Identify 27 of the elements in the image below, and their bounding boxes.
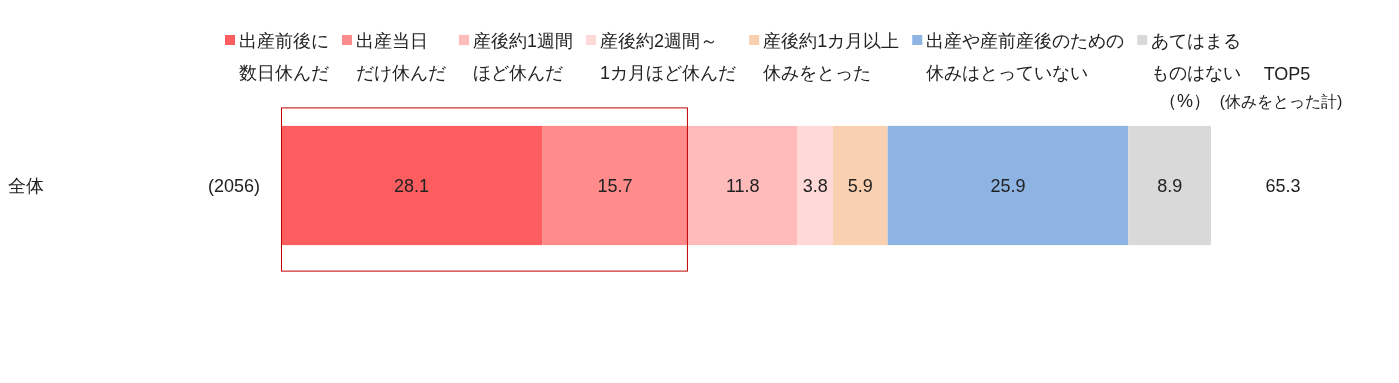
bar <box>797 125 833 246</box>
bar <box>832 125 888 246</box>
legend-label: 産後約1カ月以上休みをとった <box>763 31 900 83</box>
bar <box>887 125 1129 246</box>
text: (休みをとった計) <box>1219 93 1343 110</box>
legend-label: 出産や産前産後のための休みはとっていない <box>926 31 1125 83</box>
legend-label: 出産前後に数日休んだ <box>239 31 329 83</box>
bar <box>1128 125 1211 246</box>
data-label: 8.9 <box>1157 175 1183 196</box>
data-label: 5.9 <box>847 175 873 196</box>
legend-label: あてはまるものはない <box>1151 31 1242 83</box>
text: 65.3 <box>1265 175 1301 196</box>
legend-label: 産後約1週間ほど休んだ <box>473 31 574 83</box>
data-label: 11.8 <box>725 175 760 196</box>
text: TOP5 <box>1263 64 1311 84</box>
bar <box>542 125 688 246</box>
data-label: 15.7 <box>597 175 633 196</box>
bar <box>687 125 798 246</box>
legend-label: 産後約2週間～1カ月ほど休んだ <box>600 31 737 83</box>
bar <box>281 125 543 246</box>
legend-label: 出産当日だけ休んだ <box>356 31 446 83</box>
data-label: 3.8 <box>802 175 828 196</box>
text: （%） <box>1158 91 1211 111</box>
data-label: 28.1 <box>394 175 430 196</box>
data-label: 25.9 <box>990 175 1026 196</box>
y-tick-label: 全体 <box>8 175 44 196</box>
text: (2056) <box>207 175 260 196</box>
